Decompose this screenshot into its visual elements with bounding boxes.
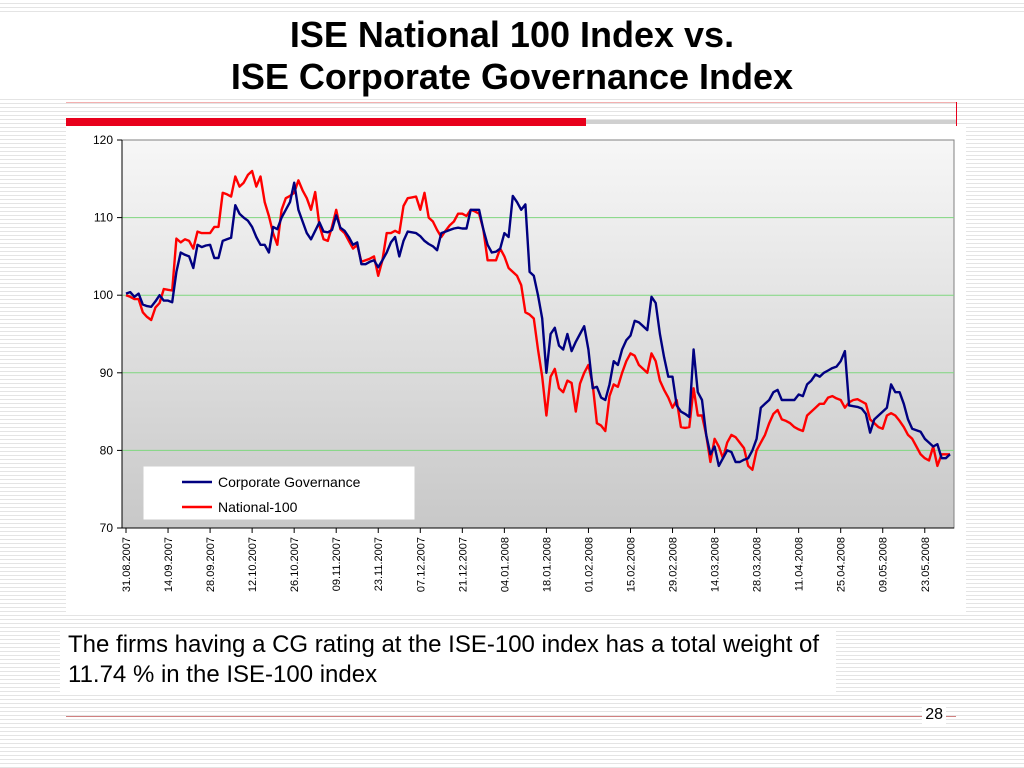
series-line [125, 169, 950, 471]
x-tick-label: 21.12.2007 [457, 537, 469, 592]
x-tick-label: 28.03.2008 [752, 537, 764, 592]
header-rule-top [66, 102, 956, 103]
plot-area [121, 139, 955, 529]
footer-rule [66, 716, 956, 717]
x-tick-label: 31.08.2007 [121, 537, 133, 592]
title-line-2: ISE Corporate Governance Index [230, 56, 794, 97]
x-tick-label: 23.11.2007 [373, 537, 385, 591]
accent-bar [66, 118, 586, 126]
x-tick-label: 26.10.2007 [289, 537, 301, 592]
series-lines [125, 169, 951, 471]
y-tick-label: 120 [93, 133, 113, 147]
x-tick-label: 07.12.2007 [415, 537, 427, 592]
caption-text: The firms having a CG rating at the ISE-… [60, 628, 836, 692]
y-tick-label: 90 [100, 366, 114, 380]
line-chart: 70 80 90 100 110 120 31.08.2007 14.09.2007 28.0… [93, 133, 955, 592]
header-rule-side [956, 102, 957, 126]
x-tick-label: 23.05.2008 [920, 537, 932, 592]
x-tick-label: 15.02.2008 [625, 537, 637, 592]
accent-bar-gray [586, 120, 956, 124]
x-tick-label: 11.04.2008 [794, 537, 806, 591]
x-tick-label: 25.04.2008 [836, 537, 848, 592]
legend-box [143, 466, 415, 520]
y-tick-label: 100 [93, 288, 113, 302]
title-line-1: ISE National 100 Index vs. [289, 14, 735, 55]
x-tick-label: 18.01.2008 [541, 537, 553, 592]
slide-title-box: ISE National 100 Index vs. ISE Corporate… [222, 14, 802, 98]
y-tick-label: 110 [94, 211, 113, 225]
y-tick-label: 80 [100, 443, 114, 457]
x-tick-label: 04.01.2008 [499, 537, 511, 592]
x-tick-label: 14.09.2007 [163, 537, 175, 592]
x-axis: 31.08.2007 14.09.2007 28.09.2007 12.10.2007… [121, 527, 954, 592]
chart-panel: 70 80 90 100 110 120 31.08.2007 14.09.2007 28.0… [66, 126, 966, 612]
x-tick-label: 28.09.2007 [205, 537, 217, 592]
x-tick-label: 09.11.2007 [331, 537, 343, 591]
x-tick-label: 29.02.2008 [668, 537, 680, 592]
legend-label: National-100 [218, 499, 298, 515]
y-axis: 70 80 90 100 110 120 [93, 133, 123, 535]
x-tick-label: 14.03.2008 [710, 537, 722, 592]
page-number: 28 [922, 706, 946, 724]
x-tick-label: 09.05.2008 [878, 537, 890, 592]
slide-title: ISE National 100 Index vs. ISE Corporate… [0, 14, 1024, 98]
x-tick-label: 01.02.2008 [583, 537, 595, 592]
legend-label: Corporate Governance [218, 474, 361, 490]
legend: Corporate Governance National-100 [143, 466, 415, 520]
x-tick-label: 12.10.2007 [247, 537, 259, 592]
y-tick-label: 70 [100, 521, 114, 535]
series-line [125, 181, 951, 468]
